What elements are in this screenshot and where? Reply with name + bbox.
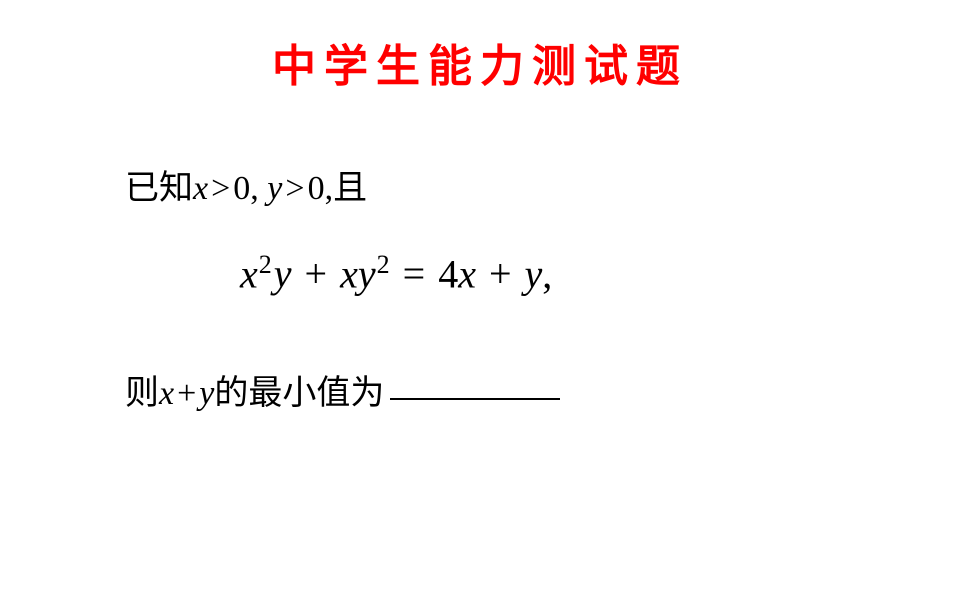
eq-eq: =	[400, 251, 429, 296]
title: 中学生能力测试题	[0, 30, 960, 94]
equation: x2y + xy2 = 4x + y,	[240, 250, 552, 297]
given-suffix: 且	[333, 170, 367, 207]
ask-op: +	[174, 375, 199, 412]
eq-t1w: y	[274, 251, 292, 296]
cond2-rhs: 0,	[308, 170, 334, 207]
page: 中学生能力测试题 已知x>0, y>0,且 x2y + xy2 = 4x + y…	[0, 0, 960, 600]
ask-line: 则x+y的最小值为	[125, 365, 560, 414]
cond2-var: y	[267, 170, 282, 207]
given-line: 已知x>0, y>0,且	[125, 160, 367, 209]
ask-v2: y	[199, 375, 214, 412]
ask-suffix: 的最小值为	[214, 375, 384, 412]
eq-op1: +	[302, 251, 331, 296]
cond2-op: >	[282, 170, 307, 207]
eq-t1v: x	[240, 251, 258, 296]
eq-t3c: 4	[438, 251, 458, 296]
eq-t2e: 2	[377, 250, 390, 279]
ask-prefix: 则	[125, 375, 159, 412]
eq-tail: ,	[542, 251, 552, 296]
eq-t4v: y	[525, 251, 543, 296]
eq-t2v: x	[340, 251, 358, 296]
answer-blank[interactable]	[390, 398, 560, 400]
given-prefix: 已知	[125, 170, 193, 207]
cond1-op: >	[208, 170, 233, 207]
eq-op2: +	[486, 251, 515, 296]
eq-t3v: x	[458, 251, 476, 296]
ask-v1: x	[159, 375, 174, 412]
cond1-rhs: 0,	[233, 170, 259, 207]
eq-t1e: 2	[259, 250, 272, 279]
eq-t2w: y	[358, 251, 376, 296]
cond1-var: x	[193, 170, 208, 207]
